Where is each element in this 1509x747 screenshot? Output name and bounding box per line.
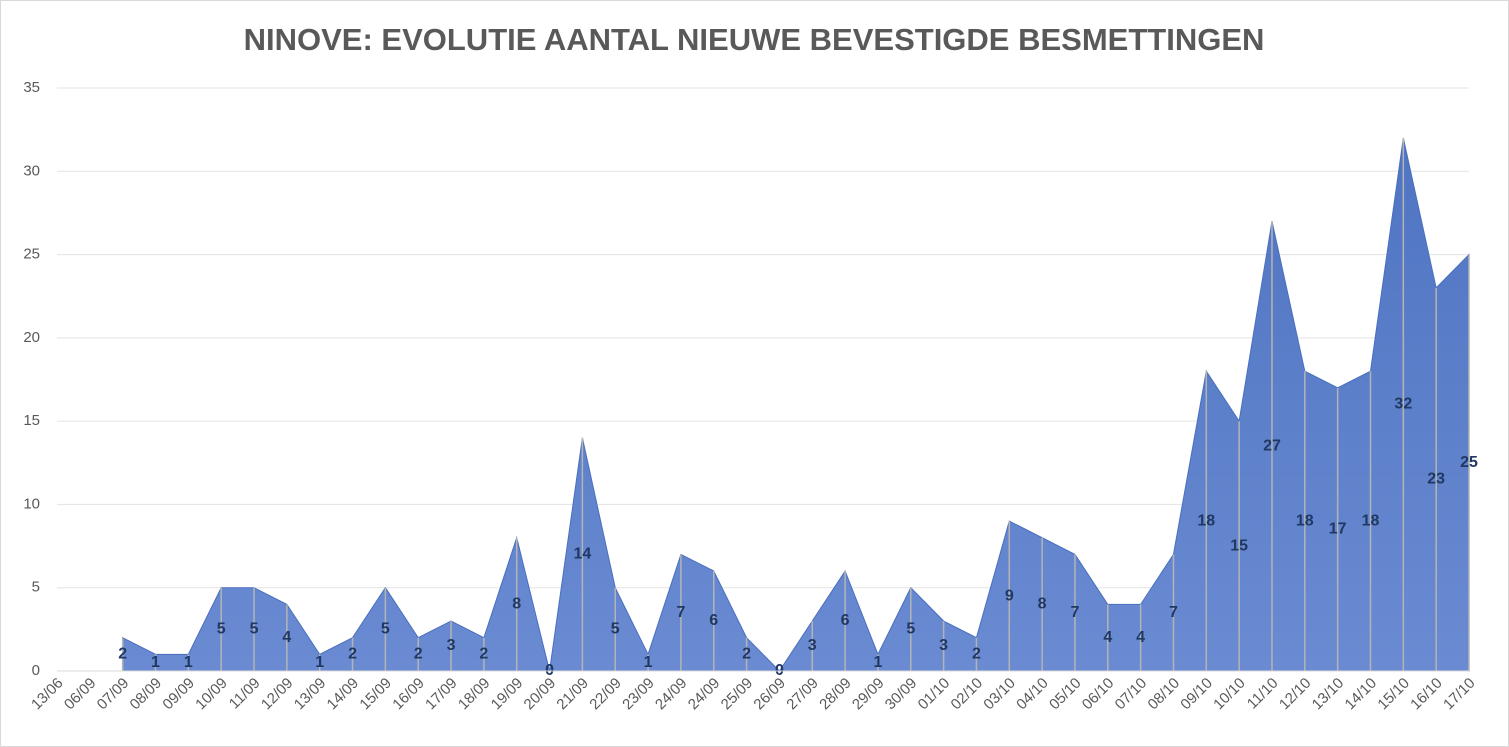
data-label: 1 — [644, 654, 653, 671]
y-tick-label: 20 — [23, 329, 40, 346]
data-label: 8 — [512, 596, 521, 613]
data-label: 1 — [315, 654, 324, 671]
data-label: 18 — [1362, 512, 1380, 529]
y-tick-label: 35 — [23, 79, 40, 96]
data-label: 5 — [217, 621, 226, 638]
y-tick-label: 5 — [32, 579, 40, 596]
data-label: 5 — [250, 621, 259, 638]
data-label: 5 — [906, 621, 915, 638]
y-tick-label: 10 — [23, 495, 40, 512]
data-label: 25 — [1460, 454, 1478, 471]
data-label: 7 — [1071, 604, 1080, 621]
data-label: 6 — [709, 612, 718, 629]
data-label: 4 — [1103, 629, 1112, 646]
data-label: 3 — [808, 637, 817, 654]
data-label: 7 — [1169, 604, 1178, 621]
data-label: 7 — [676, 604, 685, 621]
y-tick-label: 0 — [32, 662, 40, 679]
chart-title: NINOVE: EVOLUTIE AANTAL NIEUWE BEVESTIGD… — [244, 22, 1265, 57]
data-label: 17 — [1329, 521, 1347, 538]
data-label: 27 — [1263, 437, 1281, 454]
data-label: 2 — [479, 646, 488, 663]
data-label: 18 — [1296, 512, 1314, 529]
data-label: 23 — [1427, 471, 1445, 488]
data-label: 2 — [742, 646, 751, 663]
data-label: 2 — [118, 646, 127, 663]
data-label: 9 — [1005, 587, 1014, 604]
data-label: 14 — [573, 546, 591, 563]
y-tick-label: 30 — [23, 162, 40, 179]
data-label: 15 — [1230, 537, 1248, 554]
data-label: 4 — [282, 629, 291, 646]
data-label: 6 — [841, 612, 850, 629]
data-label: 3 — [939, 637, 948, 654]
data-label: 2 — [414, 646, 423, 663]
data-label: 1 — [151, 654, 160, 671]
y-tick-label: 15 — [23, 412, 40, 429]
data-label: 5 — [611, 621, 620, 638]
data-label: 32 — [1394, 396, 1412, 413]
data-label: 4 — [1136, 629, 1145, 646]
data-label: 1 — [184, 654, 193, 671]
data-label: 2 — [348, 646, 357, 663]
data-label: 18 — [1197, 512, 1215, 529]
data-label: 1 — [873, 654, 882, 671]
data-label: 5 — [381, 621, 390, 638]
data-label: 8 — [1038, 596, 1047, 613]
data-label: 2 — [972, 646, 981, 663]
y-tick-label: 25 — [23, 246, 40, 263]
data-label: 3 — [447, 637, 456, 654]
